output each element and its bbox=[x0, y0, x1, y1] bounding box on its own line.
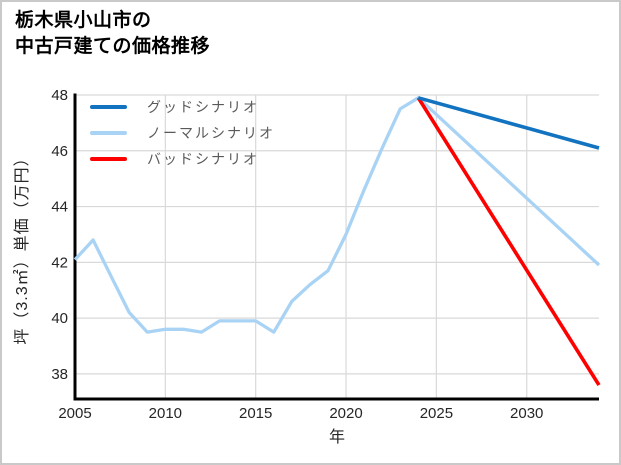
legend-label-good-scenario: グッドシナリオ bbox=[147, 99, 259, 115]
legend-label-bad-scenario: バッドシナリオ bbox=[147, 151, 259, 167]
x-tick-label: 2005 bbox=[58, 405, 91, 422]
y-tick-label: 44 bbox=[51, 199, 68, 216]
legend-row-bad-scenario: バッドシナリオ bbox=[90, 146, 275, 172]
good-scenario-line-swatch bbox=[90, 105, 127, 109]
y-tick-labels: 38 40 42 44 46 48 bbox=[51, 87, 68, 383]
x-tick-label: 2025 bbox=[420, 405, 453, 422]
normal-scenario-line-swatch bbox=[90, 131, 127, 135]
legend: グッドシナリオ ノーマルシナリオ バッドシナリオ bbox=[90, 94, 275, 172]
legend-row-good-scenario: グッドシナリオ bbox=[90, 94, 275, 120]
series-lines bbox=[73, 96, 601, 387]
x-tick-labels: 2005 2010 2015 2020 2025 2030 bbox=[58, 405, 543, 422]
y-axis-title: 坪（3.3㎡）単価（万円） bbox=[13, 149, 31, 344]
y-tick-label: 38 bbox=[51, 366, 68, 383]
gridlines bbox=[74, 94, 599, 399]
y-tick-label: 42 bbox=[51, 254, 68, 271]
chart-title-line1: 栃木県小山市の bbox=[15, 10, 152, 31]
legend-row-normal-scenario: ノーマルシナリオ bbox=[90, 120, 275, 146]
x-tick-label: 2030 bbox=[510, 405, 543, 422]
x-tick-label: 2020 bbox=[329, 405, 362, 422]
normal-scenario-line bbox=[73, 96, 601, 334]
x-tick-label: 2010 bbox=[149, 405, 182, 422]
x-tick-label: 2015 bbox=[239, 405, 272, 422]
legend-label-normal-scenario: ノーマルシナリオ bbox=[147, 125, 275, 141]
chart-title-line2: 中古戸建ての価格推移 bbox=[15, 36, 211, 57]
bad-scenario-line-swatch bbox=[90, 157, 127, 161]
y-tick-label: 48 bbox=[51, 87, 68, 104]
chart-title: 栃木県小山市の 中古戸建ての価格推移 bbox=[15, 8, 210, 60]
x-axis-title: 年 bbox=[329, 428, 345, 446]
y-tick-label: 46 bbox=[51, 143, 68, 160]
axis-spines bbox=[73, 93, 599, 401]
good-scenario-line bbox=[417, 96, 600, 150]
bad-scenario-line bbox=[416, 96, 601, 387]
y-tick-label: 40 bbox=[51, 310, 68, 327]
